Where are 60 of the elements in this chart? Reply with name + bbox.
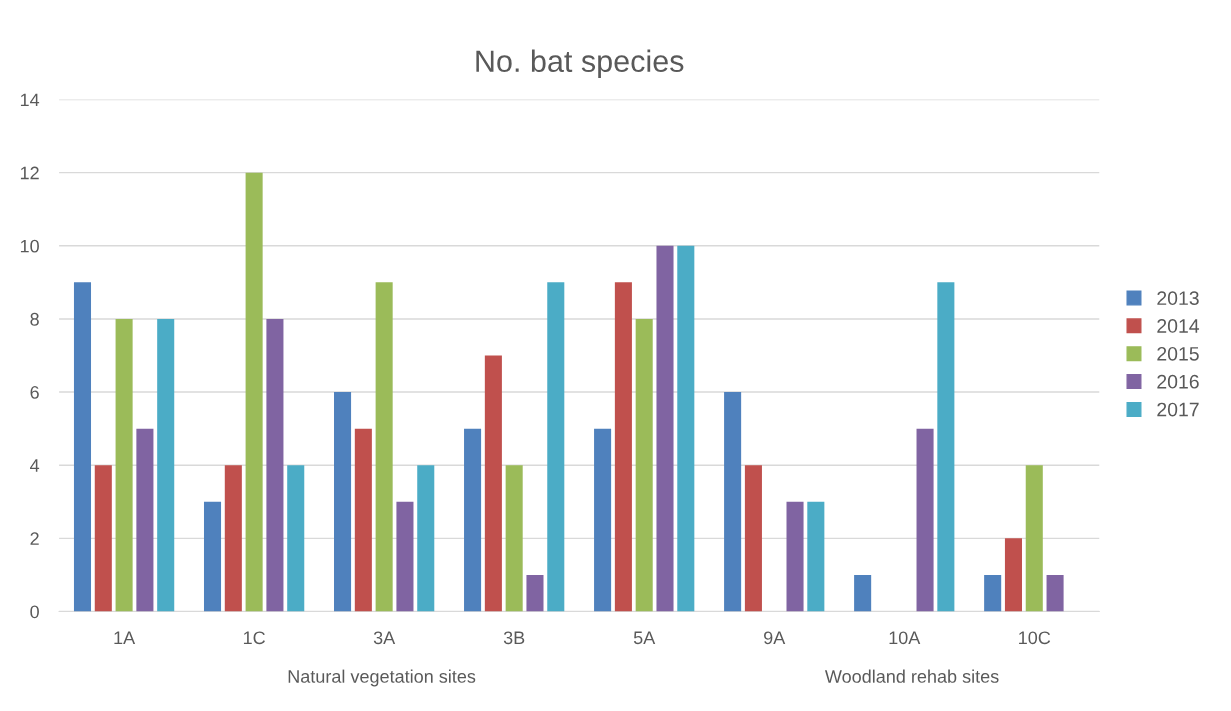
y-tick-label: 0 [30,605,39,619]
bar [245,172,263,612]
legend-label: 2017 [1157,402,1199,417]
y-tick-label: 2 [30,532,39,545]
legend-label: 2013 [1157,291,1199,306]
bar [854,574,872,612]
bar [635,318,653,612]
bar [73,282,92,612]
x-tick-label: 10C [1019,631,1051,645]
bar [656,245,674,612]
bar [484,355,502,612]
text: Natural vegetation sites [288,669,476,687]
bar [136,428,154,612]
x-tick-label: 5A [633,631,656,645]
bar [594,428,612,612]
y-tick-label: 14 [20,93,40,107]
bar [1004,538,1022,612]
bar [396,501,414,612]
bar [334,392,352,612]
bar [115,318,133,612]
y-tick-label: 12 [20,166,39,180]
chart-title: No. bat species [476,49,684,79]
bar [505,465,523,612]
bar [724,392,742,612]
y-tick-label: 6 [30,386,39,399]
bar [157,318,175,612]
bar [614,282,632,612]
bar [203,501,222,612]
bar [375,282,393,612]
y-tick-label: 4 [30,459,40,472]
y-tick-label: 10 [20,239,39,253]
bar [744,465,762,612]
bar [1025,465,1043,612]
x-tick-label: 9A [764,631,786,645]
bar [547,282,565,612]
bar [224,465,242,612]
x-tick-label: 10A [889,631,921,645]
y-tick-label: 8 [30,312,39,326]
bar [417,465,435,612]
legend-label: 2015 [1157,346,1199,361]
bar [916,428,934,612]
bar [1046,574,1064,612]
bar [526,574,544,612]
bar [354,428,372,612]
bar [786,501,804,612]
bar [94,465,112,612]
x-tick-label: 1A [114,631,136,644]
bar [807,501,825,612]
text: Woodland rehab sites [824,669,999,683]
legend-label: 2016 [1157,374,1199,389]
bar [677,245,695,612]
x-tick-label: 3B [503,631,525,645]
bar [287,465,305,612]
x-tick-label: 1C [243,631,265,645]
bar [266,318,284,612]
bar [984,574,1002,612]
legend-label: 2014 [1157,319,1200,333]
bar [937,282,955,612]
bar [464,428,482,612]
x-tick-label: 3A [373,631,396,645]
